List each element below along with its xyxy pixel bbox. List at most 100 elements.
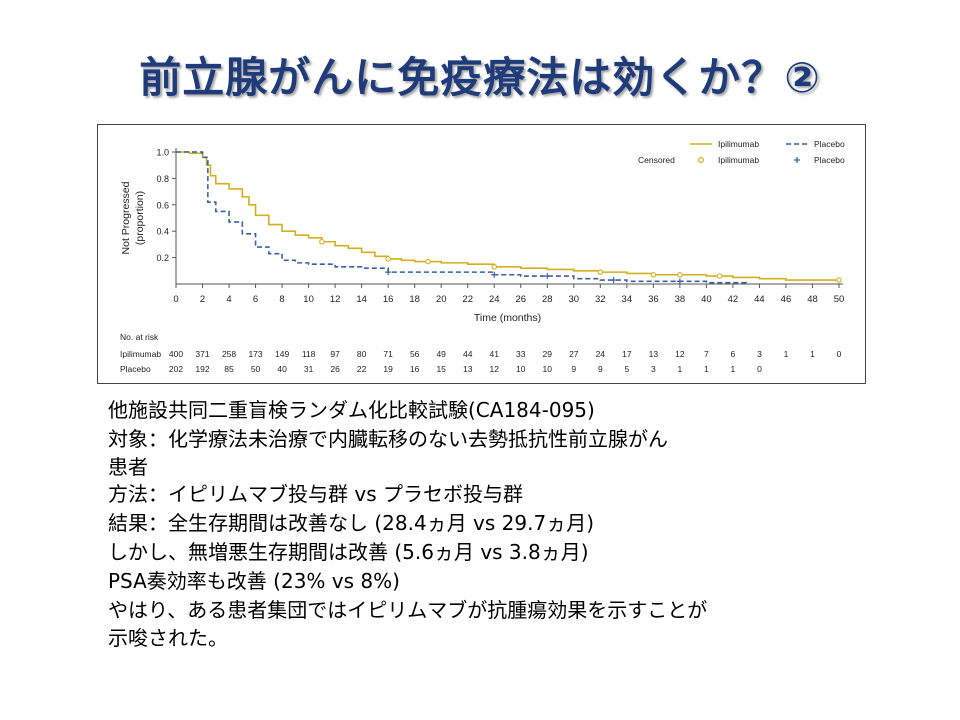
censored-mark-ipilimumab	[650, 272, 657, 278]
x-tick-label: 16	[383, 294, 394, 305]
series-line-placebo	[176, 151, 747, 284]
censored-mark-ipilimumab	[716, 273, 723, 279]
risk-table-cell: 149	[275, 349, 289, 359]
risk-table-cell: 19	[383, 364, 393, 374]
censored-mark-ipilimumab	[677, 272, 683, 278]
legend-label-placebo: Placebo	[814, 139, 845, 149]
x-tick-label: 6	[253, 294, 258, 305]
censored-mark-ipilimumab	[491, 264, 497, 270]
x-tick-label: 34	[622, 294, 633, 305]
x-tick-label: 42	[728, 294, 739, 305]
x-tick-label: 48	[807, 294, 818, 305]
risk-table-cell: 371	[195, 349, 209, 359]
legend-censored-label-ipilimumab: Ipilimumab	[718, 155, 759, 165]
risk-table-cell: 97	[330, 349, 340, 359]
risk-table-cell: 27	[569, 349, 579, 359]
risk-table-cell: 44	[463, 349, 473, 359]
risk-table-cell: 1	[704, 364, 709, 374]
bullet-line-8: やはり、ある患者集団ではイピリムマブが抗腫瘍効果を示すことが	[108, 598, 708, 622]
risk-table-cell: 7	[704, 349, 709, 359]
risk-table-cell: 22	[357, 364, 367, 374]
x-tick-label: 18	[409, 294, 420, 305]
risk-table-cell: 3	[651, 364, 656, 374]
risk-table-cell: 173	[248, 349, 262, 359]
bullet-line-1: 他施設共同二重盲検ランダム化比較試験(CA184-095)	[108, 398, 595, 422]
censored-mark-ipilimumab	[597, 269, 604, 275]
bullet-line-3: 患者	[108, 455, 148, 479]
risk-table-cell: 24	[596, 349, 606, 359]
censored-mark-ipilimumab	[385, 256, 391, 262]
legend-censored-marker-ipilimumab	[697, 156, 704, 163]
risk-table-title: No. at risk	[120, 332, 159, 342]
censored-mark-placebo	[544, 273, 551, 280]
bullet-list: 他施設共同二重盲検ランダム化比較試験(CA184-095) 対象：化学療法未治療…	[108, 396, 868, 651]
bullet-line-9: 示唆された。	[108, 626, 228, 650]
risk-table-cell: 9	[571, 364, 576, 374]
risk-table-cell: 10	[516, 364, 526, 374]
censored-mark-placebo	[676, 278, 683, 285]
risk-table-cell: 5	[624, 364, 629, 374]
x-tick-label: 2	[200, 294, 205, 305]
y-tick-label: 0.4	[156, 227, 169, 237]
risk-table-cell: 26	[330, 364, 340, 374]
risk-table-cell: 9	[598, 364, 603, 374]
risk-table-cell: 0	[757, 364, 762, 374]
bullet-line-2: 対象：化学療法未治療で内臓転移のない去勢抵抗性前立腺がん	[108, 427, 668, 451]
risk-table-cell: 17	[622, 349, 632, 359]
risk-table-cell: 50	[251, 364, 261, 374]
censored-mark-ipilimumab	[836, 277, 842, 283]
risk-table-cell: 6	[731, 349, 736, 359]
censored-mark-placebo	[385, 269, 392, 276]
x-tick-label: 12	[330, 294, 341, 305]
x-tick-label: 4	[226, 294, 231, 305]
risk-table-cell: 49	[436, 349, 446, 359]
x-tick-label: 20	[436, 294, 447, 305]
risk-table-cell: 1	[678, 364, 683, 374]
x-tick-label: 44	[754, 294, 765, 305]
y-axis-label-line1: Not Progressed	[120, 181, 132, 254]
x-tick-label: 22	[462, 294, 473, 305]
x-tick-label: 30	[569, 294, 580, 305]
km-figure: 0.2 0.4 0.6 0.8 1.0 0 2 4 6 8 10 12 14 16 18 20 22 24 26 28…	[97, 124, 866, 384]
x-axis-label: Time (months)	[474, 312, 541, 324]
risk-table-cell: 15	[436, 364, 446, 374]
y-tick-label: 0.6	[156, 200, 169, 210]
risk-table-cell: 13	[463, 364, 473, 374]
risk-table-cell: 85	[224, 364, 234, 374]
km-chart: 0.20.40.60.81.00 2 4 6 8 10 12 14 16 18 20 22 24 26 28…	[120, 139, 845, 374]
bullet-line-5: 結果：全生存期間は改善なし (28.4ヵ月 vs 29.7ヵ月)	[108, 511, 594, 535]
x-tick-label: 32	[595, 294, 606, 305]
bullet-line-4: 方法：イピリムマブ投与群 vs プラセボ投与群	[108, 482, 523, 506]
risk-table-cell: 118	[302, 349, 316, 359]
legend-label-ipilimumab: Ipilimumab	[718, 139, 759, 149]
risk-table-cell: 80	[357, 349, 367, 359]
risk-table-cell: 0	[837, 349, 842, 359]
risk-table-cell: 41	[490, 349, 500, 359]
y-tick-label: 0.8	[156, 174, 169, 184]
x-tick-label: 10	[303, 294, 314, 305]
x-tick-label: 8	[279, 294, 284, 305]
risk-table-cell: 13	[649, 349, 659, 359]
censored-mark-placebo	[491, 271, 498, 278]
risk-table-cell: 40	[277, 364, 287, 374]
risk-table-cell: 1	[810, 349, 815, 359]
legend-censored-label-placebo: Placebo	[814, 155, 845, 165]
x-tick-label: 26	[515, 294, 526, 305]
y-axis-label-line2: (proportion)	[134, 191, 146, 245]
risk-table-cell: 258	[222, 349, 236, 359]
risk-table-cell: 29	[543, 349, 553, 359]
risk-table-cell: 10	[543, 364, 553, 374]
risk-table-cell: 400	[169, 349, 183, 359]
bullet-line-7: PSA奏効率も改善 (23% vs 8%)	[108, 569, 400, 593]
risk-table-cell: 192	[195, 364, 209, 374]
risk-table-cell: 1	[731, 364, 736, 374]
risk-table-cell: 202	[169, 364, 183, 374]
risk-table-cell: 33	[516, 349, 526, 359]
risk-table-cell: 31	[304, 364, 314, 374]
legend-censored-marker-placebo	[794, 157, 800, 163]
y-tick-label: 1.0	[156, 148, 169, 158]
censored-mark-ipilimumab	[319, 239, 325, 245]
risk-table-cell: 16	[410, 364, 420, 374]
risk-table-cell: 12	[675, 349, 685, 359]
censored-mark-ipilimumab	[425, 258, 431, 265]
